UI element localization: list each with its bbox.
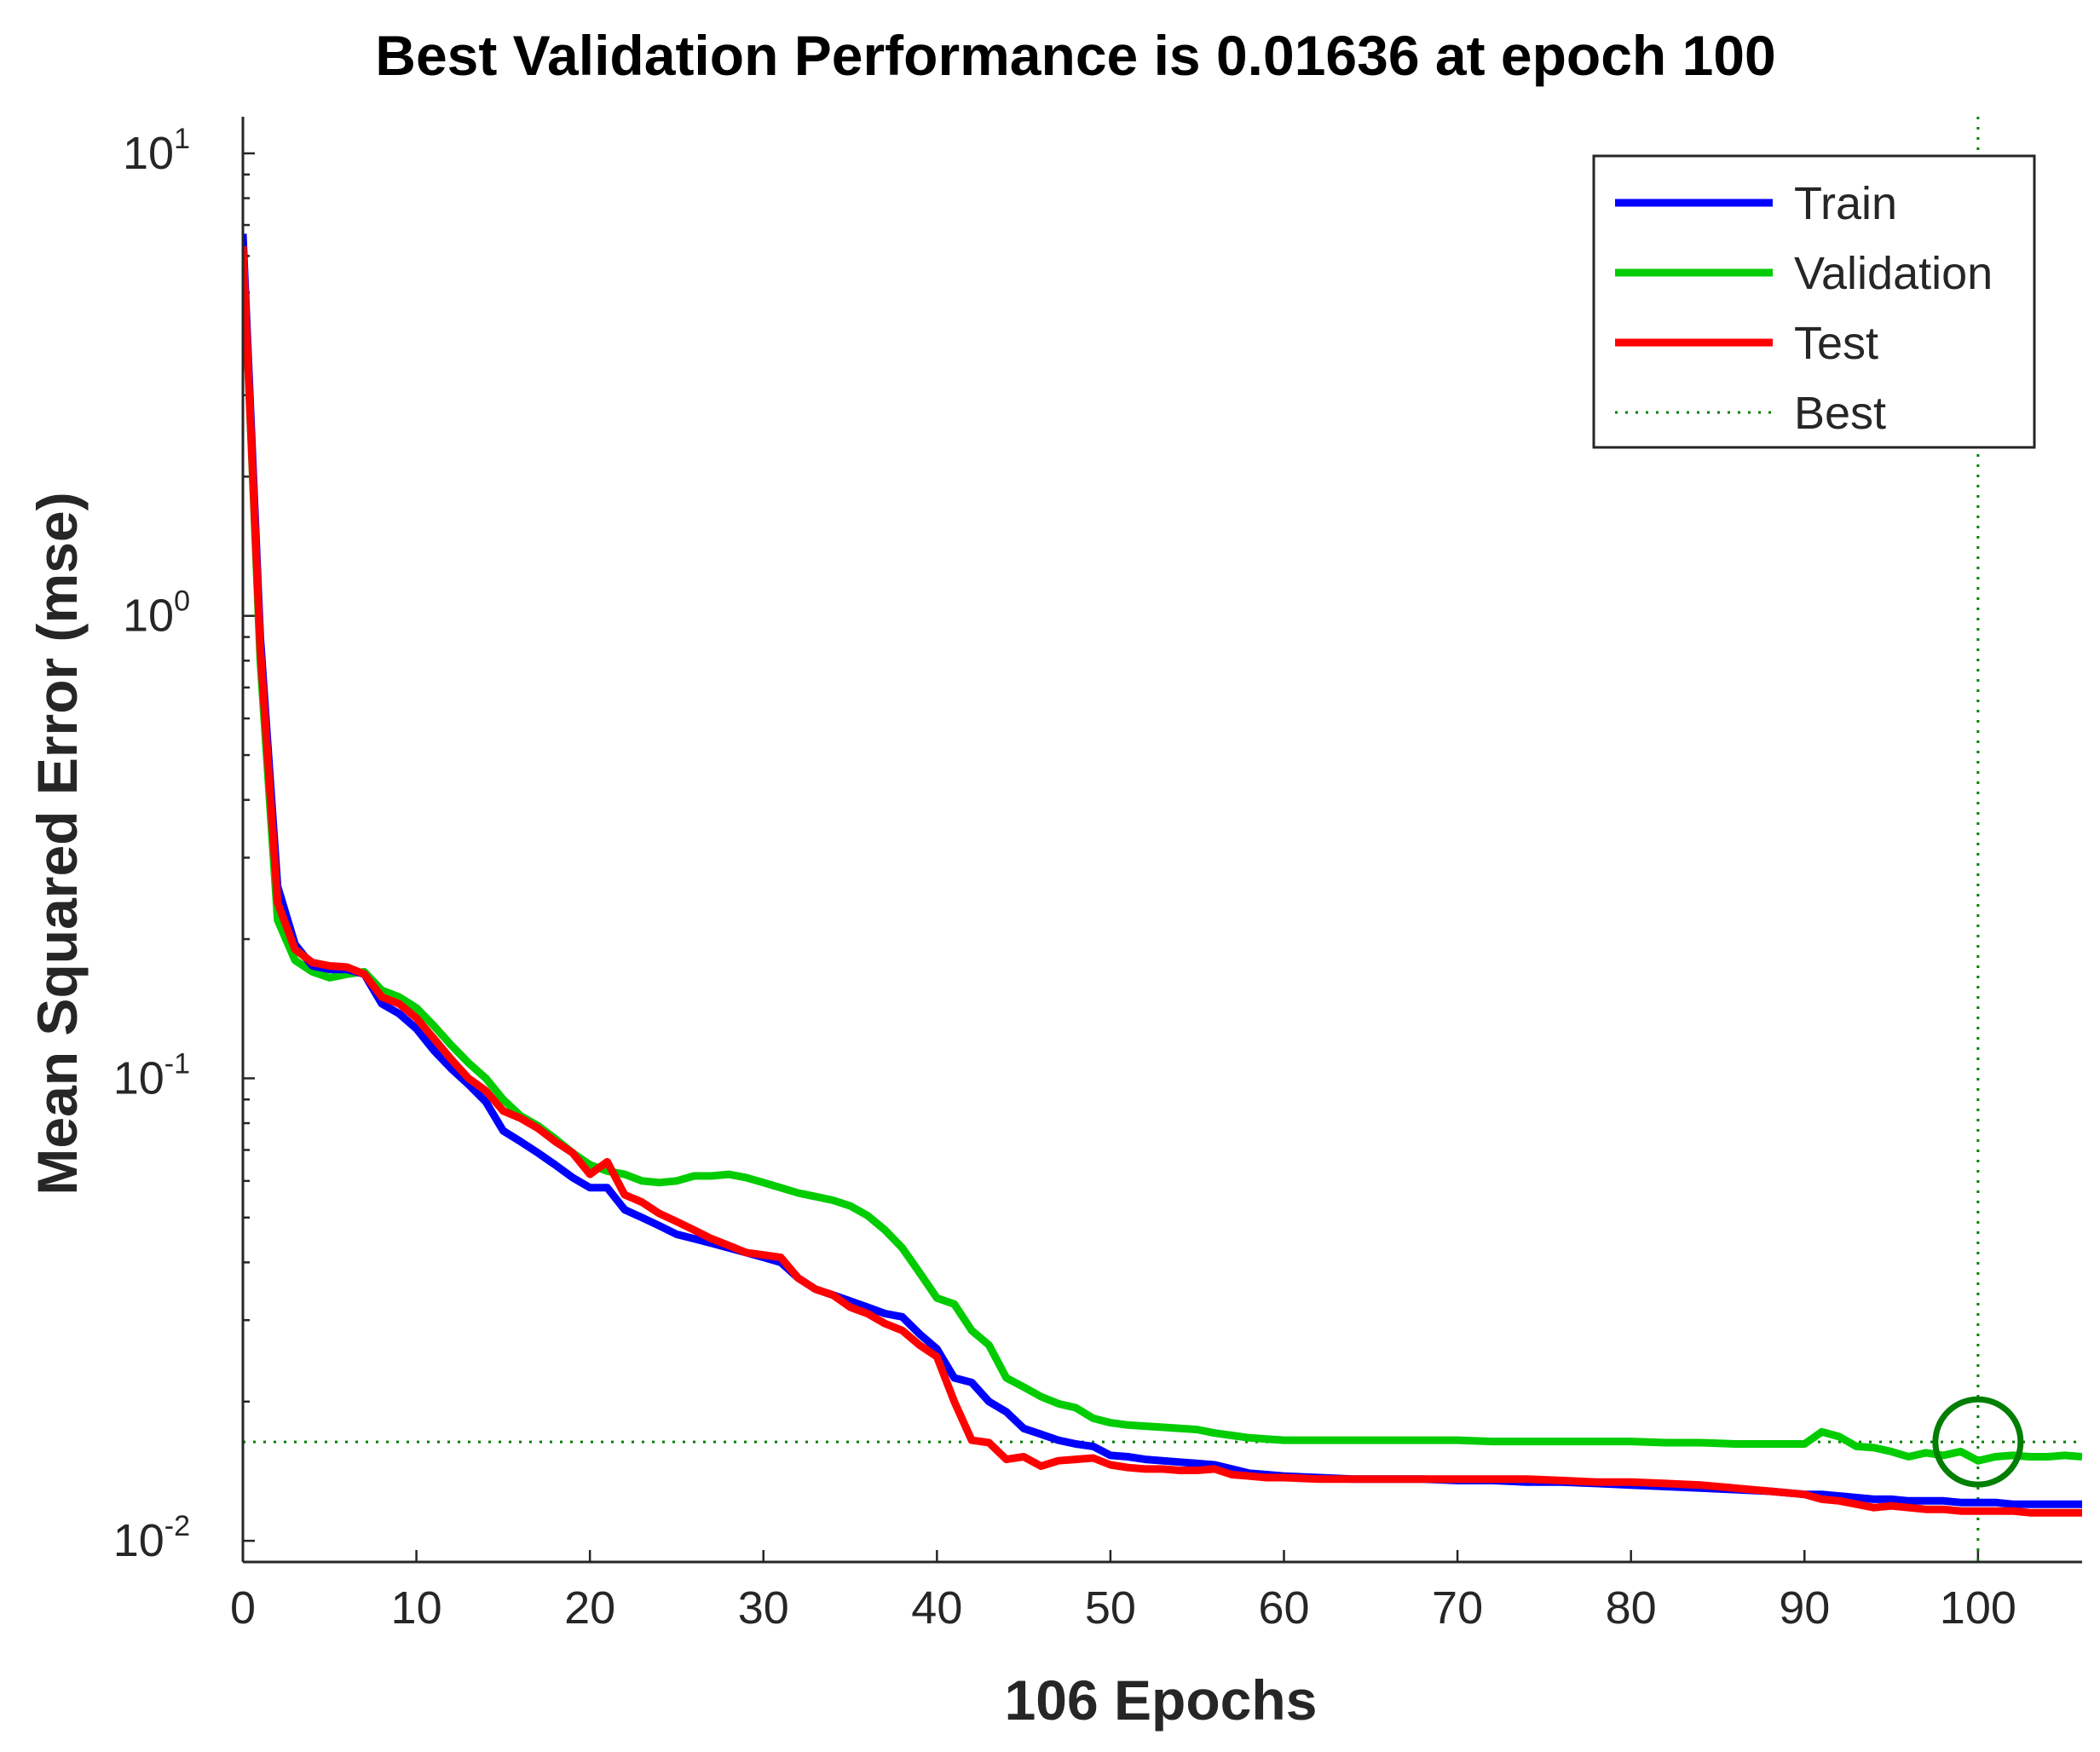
y-tick-base: 10 xyxy=(113,1052,164,1104)
x-tick-label: 80 xyxy=(1606,1582,1657,1634)
x-tick-label: 0 xyxy=(230,1582,256,1634)
y-tick-label: 101 xyxy=(123,123,190,179)
x-tick-label: 30 xyxy=(738,1582,789,1634)
x-tick-label: 100 xyxy=(1940,1582,2016,1634)
y-tick-label: 10-2 xyxy=(113,1510,190,1566)
x-tick-label: 70 xyxy=(1432,1582,1483,1634)
legend-label-validation: Validation xyxy=(1794,248,1993,299)
x-tick-label: 20 xyxy=(564,1582,615,1634)
x-tick-label: 90 xyxy=(1779,1582,1830,1634)
best-point-marker xyxy=(1932,1396,2024,1488)
y-tick-base: 10 xyxy=(123,591,174,642)
legend: Train Validation Test Best xyxy=(1592,154,2036,449)
x-tick-label: 50 xyxy=(1085,1582,1136,1634)
y-tick-base: 10 xyxy=(113,1515,164,1566)
x-tick-label: 60 xyxy=(1258,1582,1309,1634)
legend-label-test: Test xyxy=(1794,318,1878,369)
y-tick-label: 100 xyxy=(123,585,190,642)
y-tick-label: 10-1 xyxy=(113,1047,190,1104)
y-tick-base: 10 xyxy=(123,128,174,179)
y-tick-exponent: -1 xyxy=(164,1047,190,1080)
y-tick-exponent: -2 xyxy=(164,1510,190,1542)
series-line-validation xyxy=(243,239,2082,1465)
y-axis-label: Mean Squared Error (mse) xyxy=(26,492,89,1195)
x-axis-label: 106 Epochs xyxy=(1005,1668,1318,1732)
legend-label-train: Train xyxy=(1794,178,1897,229)
y-tick-exponent: 0 xyxy=(174,585,190,618)
y-tick-exponent: 1 xyxy=(174,123,190,155)
x-tick-label: 10 xyxy=(391,1582,442,1634)
x-tick-label: 40 xyxy=(911,1582,962,1634)
series-line-test xyxy=(243,245,2082,1517)
legend-label-best: Best xyxy=(1794,388,1886,439)
series-line-train xyxy=(243,233,2082,1508)
chart-title: Best Validation Performance is 0.01636 a… xyxy=(375,24,1775,87)
